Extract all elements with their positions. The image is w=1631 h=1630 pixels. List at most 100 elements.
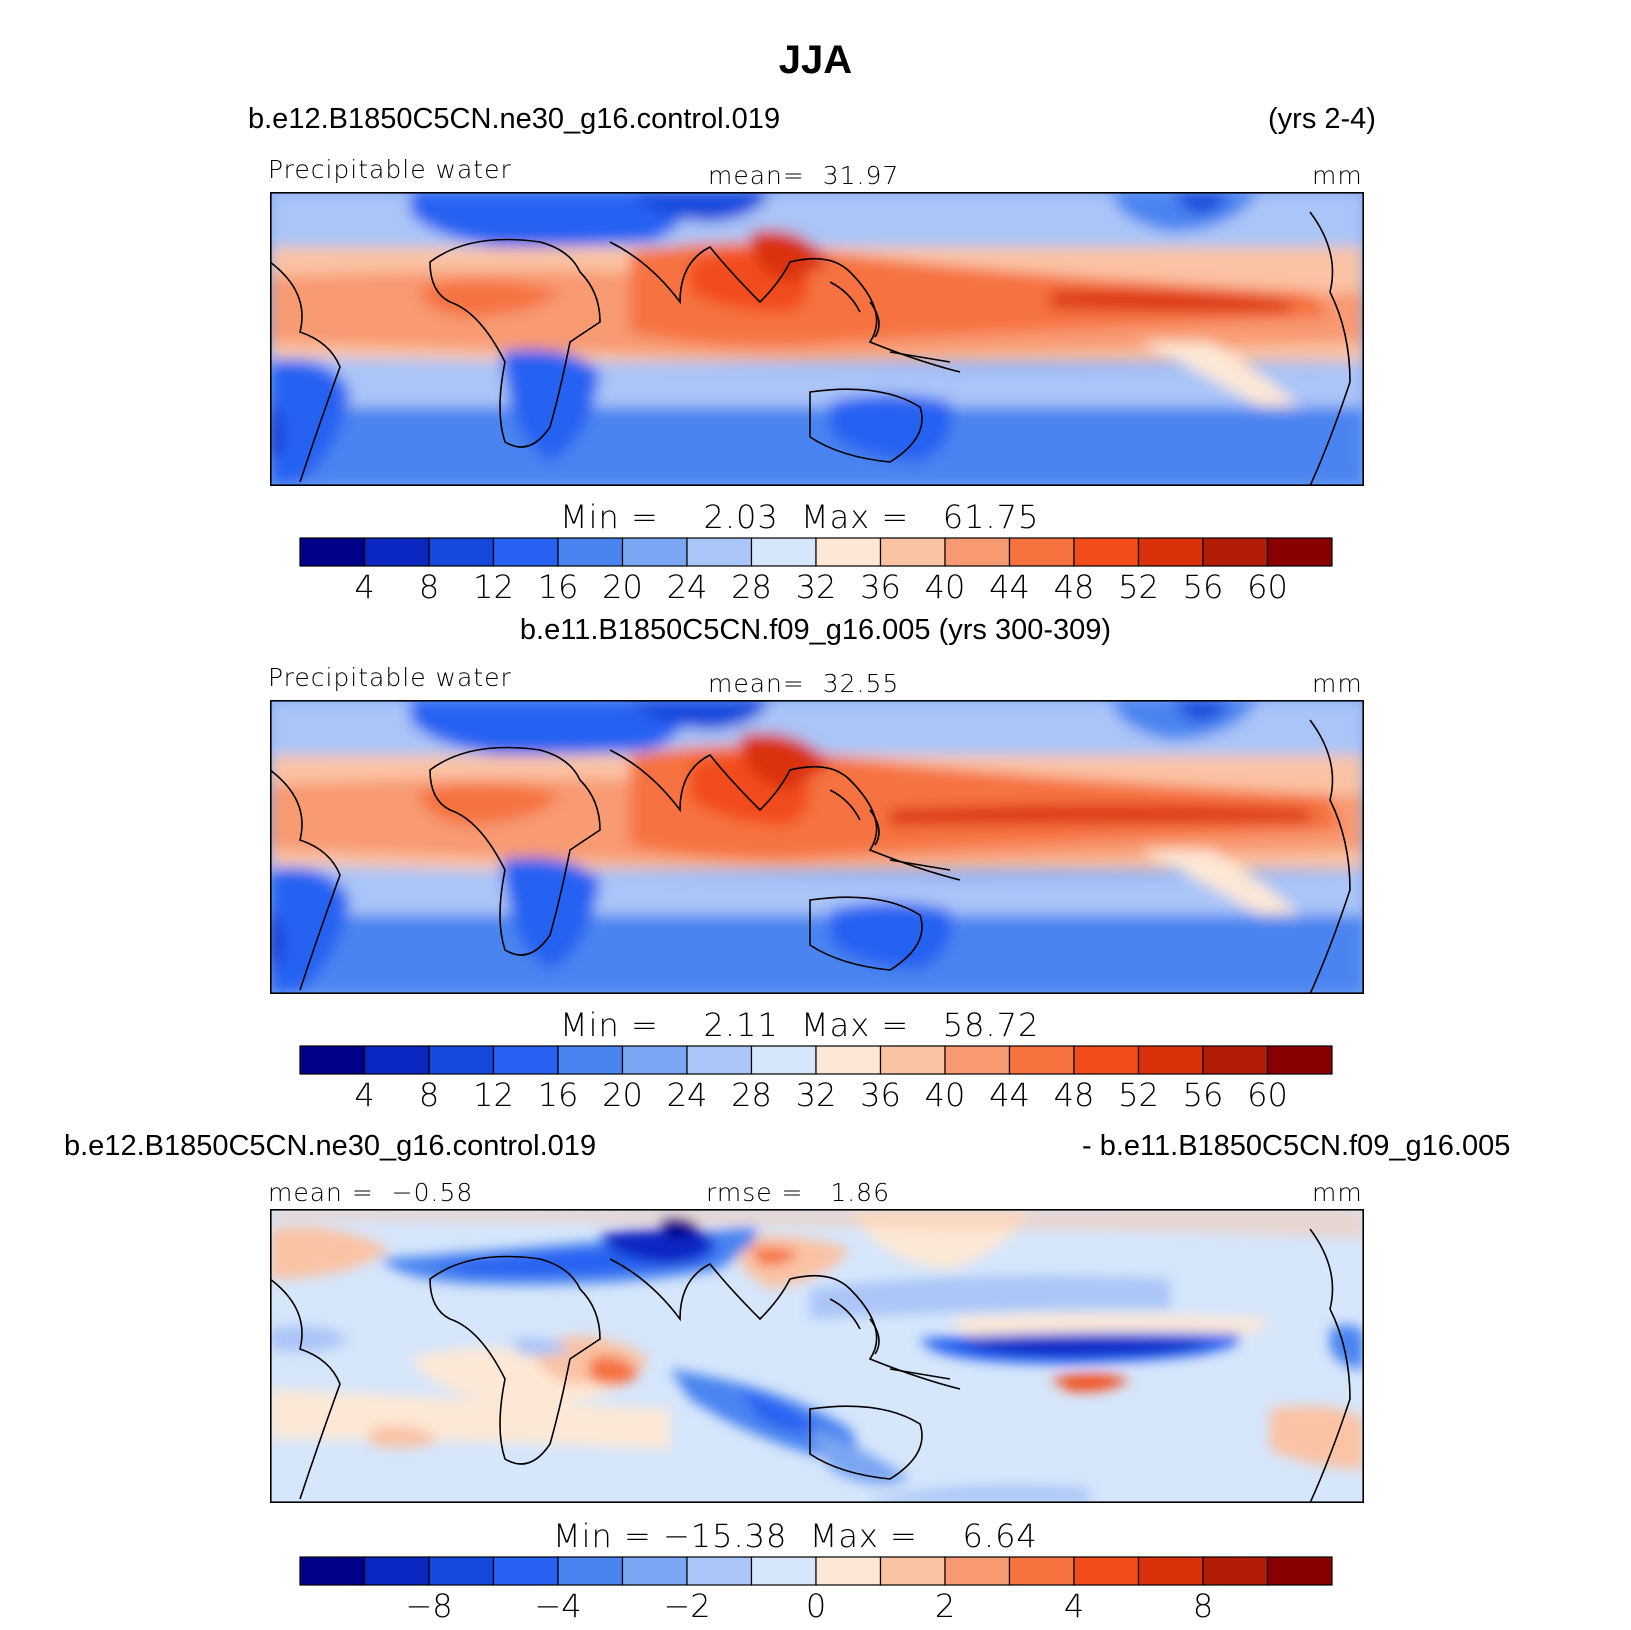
colorbar-swatch bbox=[1008, 1045, 1075, 1075]
colorbar-tick-label: 24 bbox=[666, 568, 708, 606]
colorbar-swatch bbox=[1137, 1556, 1204, 1586]
colorbar-swatch bbox=[815, 537, 882, 567]
colorbar-swatch bbox=[621, 537, 688, 567]
colorbar-tick-label: 32 bbox=[795, 1076, 837, 1114]
colorbar-swatch bbox=[299, 1556, 366, 1586]
panel2-mean: mean= 32.55 bbox=[708, 669, 900, 698]
colorbar-swatch bbox=[428, 1045, 495, 1075]
colorbar-tick-label: 8 bbox=[418, 1076, 440, 1114]
panel3-map bbox=[270, 1209, 1364, 1503]
colorbar-tick-label: 0 bbox=[805, 1587, 827, 1625]
colorbar-tick-label: 44 bbox=[989, 1076, 1030, 1114]
panel1-colorbar bbox=[299, 537, 1333, 567]
colorbar-swatch bbox=[1008, 1556, 1075, 1586]
panel2-units: mm bbox=[1312, 669, 1363, 698]
colorbar-swatch bbox=[1073, 1556, 1140, 1586]
colorbar-tick-label: 8 bbox=[418, 568, 440, 606]
colorbar-tick-label: 40 bbox=[924, 1076, 966, 1114]
colorbar-swatch bbox=[686, 1045, 753, 1075]
colorbar-tick-label: 8 bbox=[1192, 1587, 1214, 1625]
colorbar-swatch bbox=[557, 1556, 624, 1586]
colorbar-tick-label: 36 bbox=[860, 1076, 901, 1114]
panel3-colorbar bbox=[299, 1556, 1333, 1586]
colorbar-swatch bbox=[492, 1556, 559, 1586]
panel2-field-label: Precipitable water bbox=[268, 663, 512, 692]
colorbar-swatch bbox=[1266, 537, 1333, 567]
panel3-case-name: b.e12.B1850C5CN.ne30_g16.control.019 bbox=[64, 1130, 597, 1162]
colorbar-swatch bbox=[879, 537, 946, 567]
colorbar-tick-label: 20 bbox=[602, 568, 643, 606]
colorbar-swatch bbox=[750, 1045, 817, 1075]
panel1-minmax: Min = 2.03 Max = 61.75 bbox=[560, 498, 1040, 536]
panel2-colorbar bbox=[299, 1045, 1333, 1075]
panel3-coastlines bbox=[270, 1228, 1351, 1503]
colorbar-swatch bbox=[1008, 537, 1075, 567]
colorbar-tick-label: −4 bbox=[534, 1587, 582, 1625]
colorbar-swatch bbox=[621, 1556, 688, 1586]
colorbar-swatch bbox=[750, 1556, 817, 1586]
page-title: JJA bbox=[778, 38, 853, 82]
colorbar-tick-label: 56 bbox=[1182, 1076, 1224, 1114]
colorbar-tick-label: 16 bbox=[537, 568, 579, 606]
colorbar-tick-label: 4 bbox=[354, 1076, 375, 1114]
colorbar-tick-label: 12 bbox=[473, 568, 514, 606]
panel1-years: (yrs 2-4) bbox=[1268, 103, 1376, 135]
colorbar-tick-label: 24 bbox=[666, 1076, 708, 1114]
panel1-map bbox=[270, 192, 1364, 486]
colorbar-swatch bbox=[815, 1045, 882, 1075]
panel1-units: mm bbox=[1312, 161, 1363, 190]
colorbar-swatch bbox=[1202, 1045, 1269, 1075]
colorbar-swatch bbox=[363, 1556, 430, 1586]
colorbar-tick-label: 28 bbox=[731, 1076, 772, 1114]
colorbar-swatch bbox=[557, 1045, 624, 1075]
panel2-coastlines bbox=[270, 719, 1351, 994]
colorbar-tick-label: 4 bbox=[1063, 1587, 1085, 1625]
colorbar-swatch bbox=[1266, 1045, 1333, 1075]
colorbar-tick-label: −8 bbox=[405, 1587, 453, 1625]
colorbar-swatch bbox=[686, 1556, 753, 1586]
panel3-units: mm bbox=[1312, 1178, 1363, 1207]
panel1-coastlines bbox=[270, 211, 1351, 486]
colorbar-swatch bbox=[299, 1045, 366, 1075]
colorbar-tick-label: 44 bbox=[989, 568, 1030, 606]
colorbar-swatch bbox=[944, 537, 1011, 567]
colorbar-swatch bbox=[686, 537, 753, 567]
colorbar-tick-label: −2 bbox=[663, 1587, 711, 1625]
colorbar-tick-label: 4 bbox=[354, 568, 375, 606]
colorbar-swatch bbox=[621, 1045, 688, 1075]
panel2-map bbox=[270, 700, 1364, 994]
colorbar-tick-label: 12 bbox=[473, 1076, 514, 1114]
colorbar-swatch bbox=[1073, 537, 1140, 567]
colorbar-swatch bbox=[1266, 1556, 1333, 1586]
colorbar-swatch bbox=[428, 1556, 495, 1586]
panel3-minus-case-name: - b.e11.B1850C5CN.f09_g16.005 bbox=[1082, 1130, 1511, 1162]
colorbar-tick-label: 48 bbox=[1053, 568, 1095, 606]
colorbar-swatch bbox=[1073, 1045, 1140, 1075]
colorbar-swatch bbox=[944, 1045, 1011, 1075]
colorbar-tick-label: 48 bbox=[1053, 1076, 1095, 1114]
colorbar-swatch bbox=[363, 537, 430, 567]
colorbar-swatch bbox=[1202, 537, 1269, 567]
colorbar-tick-label: 40 bbox=[924, 568, 966, 606]
panel3-rmse: rmse = 1.86 bbox=[706, 1178, 890, 1207]
panel2-case-name: b.e11.B1850C5CN.f09_g16.005 (yrs 300-309… bbox=[519, 614, 1112, 646]
colorbar-tick-label: 56 bbox=[1182, 568, 1224, 606]
panel1-case-name: b.e12.B1850C5CN.ne30_g16.control.019 bbox=[248, 103, 781, 135]
colorbar-tick-label: 20 bbox=[602, 1076, 643, 1114]
colorbar-swatch bbox=[1137, 537, 1204, 567]
colorbar-swatch bbox=[492, 537, 559, 567]
colorbar-swatch bbox=[1202, 1556, 1269, 1586]
colorbar-tick-label: 16 bbox=[537, 1076, 579, 1114]
colorbar-tick-label: 52 bbox=[1118, 568, 1159, 606]
colorbar-tick-label: 2 bbox=[934, 1587, 956, 1625]
colorbar-tick-label: 52 bbox=[1118, 1076, 1159, 1114]
colorbar-tick-label: 36 bbox=[860, 568, 901, 606]
colorbar-swatch bbox=[879, 1556, 946, 1586]
panel2-minmax: Min = 2.11 Max = 58.72 bbox=[560, 1006, 1040, 1044]
panel1-mean: mean= 31.97 bbox=[708, 161, 900, 190]
panel3-mean: mean = −0.58 bbox=[268, 1178, 474, 1207]
colorbar-tick-label: 32 bbox=[795, 568, 837, 606]
colorbar-swatch bbox=[815, 1556, 882, 1586]
panel3-minmax: Min = −15.38 Max = 6.64 bbox=[553, 1517, 1038, 1555]
colorbar-swatch bbox=[879, 1045, 946, 1075]
